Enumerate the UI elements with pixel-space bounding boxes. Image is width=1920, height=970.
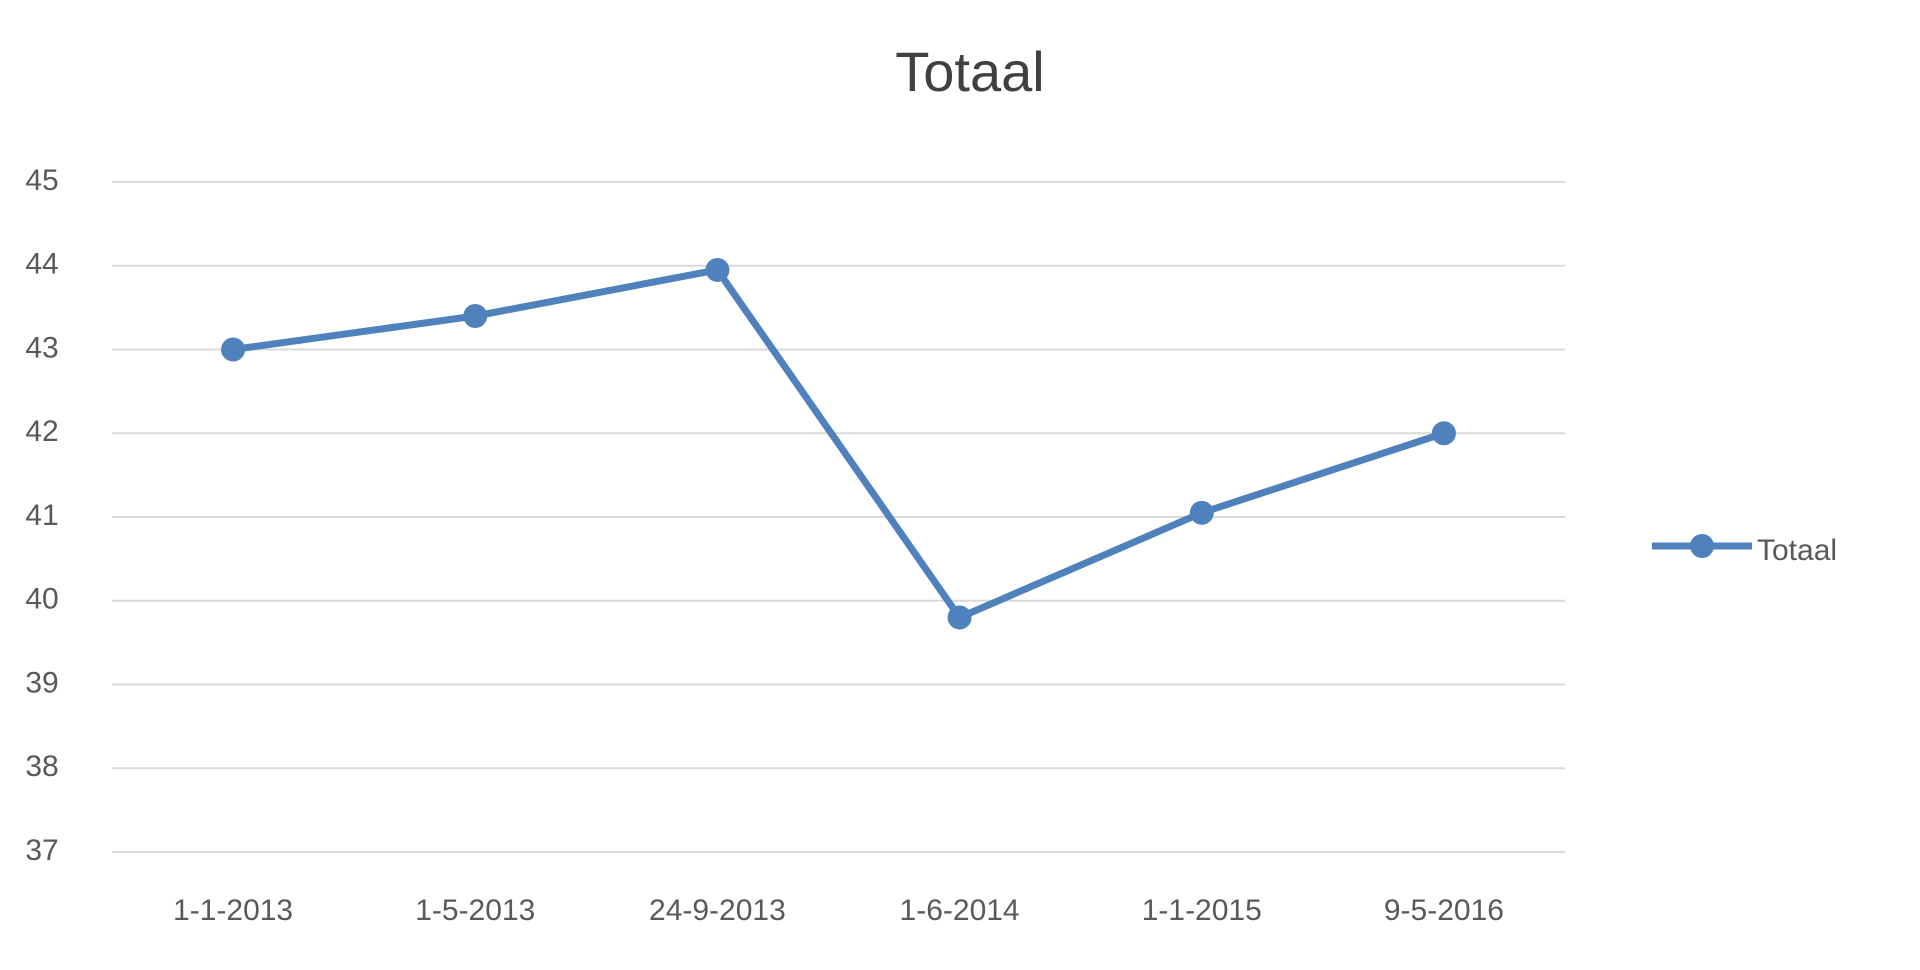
- y-tick-label: 38: [25, 750, 58, 783]
- y-tick-label: 40: [25, 583, 58, 616]
- legend-label: Totaal: [1757, 534, 1837, 567]
- y-tick-label: 43: [25, 331, 58, 364]
- y-tick-label: 41: [25, 499, 58, 532]
- x-tick-label: 1-1-2015: [1142, 894, 1262, 927]
- x-tick-label: 24-9-2013: [649, 894, 786, 927]
- legend-marker: [1690, 534, 1714, 558]
- point: [1431, 421, 1456, 446]
- y-tick-label: 39: [25, 666, 58, 699]
- y-tick-label: 44: [25, 248, 58, 281]
- y-tick-label: 37: [25, 834, 58, 867]
- line: [232, 266, 1446, 621]
- x-tick-label: 1-6-2014: [900, 894, 1020, 927]
- x-tick-label: 9-5-2016: [1384, 894, 1504, 927]
- point: [705, 257, 730, 282]
- chart-title: Totaal: [895, 40, 1044, 103]
- point: [1189, 500, 1214, 525]
- point: [463, 304, 488, 328]
- point: [221, 337, 246, 362]
- y-tick-label: 42: [25, 415, 58, 448]
- x-tick-label: 1-5-2013: [415, 894, 535, 927]
- y-tick-label: 45: [25, 164, 58, 197]
- point: [947, 605, 972, 630]
- x-tick-label: 1-1-2013: [173, 894, 293, 927]
